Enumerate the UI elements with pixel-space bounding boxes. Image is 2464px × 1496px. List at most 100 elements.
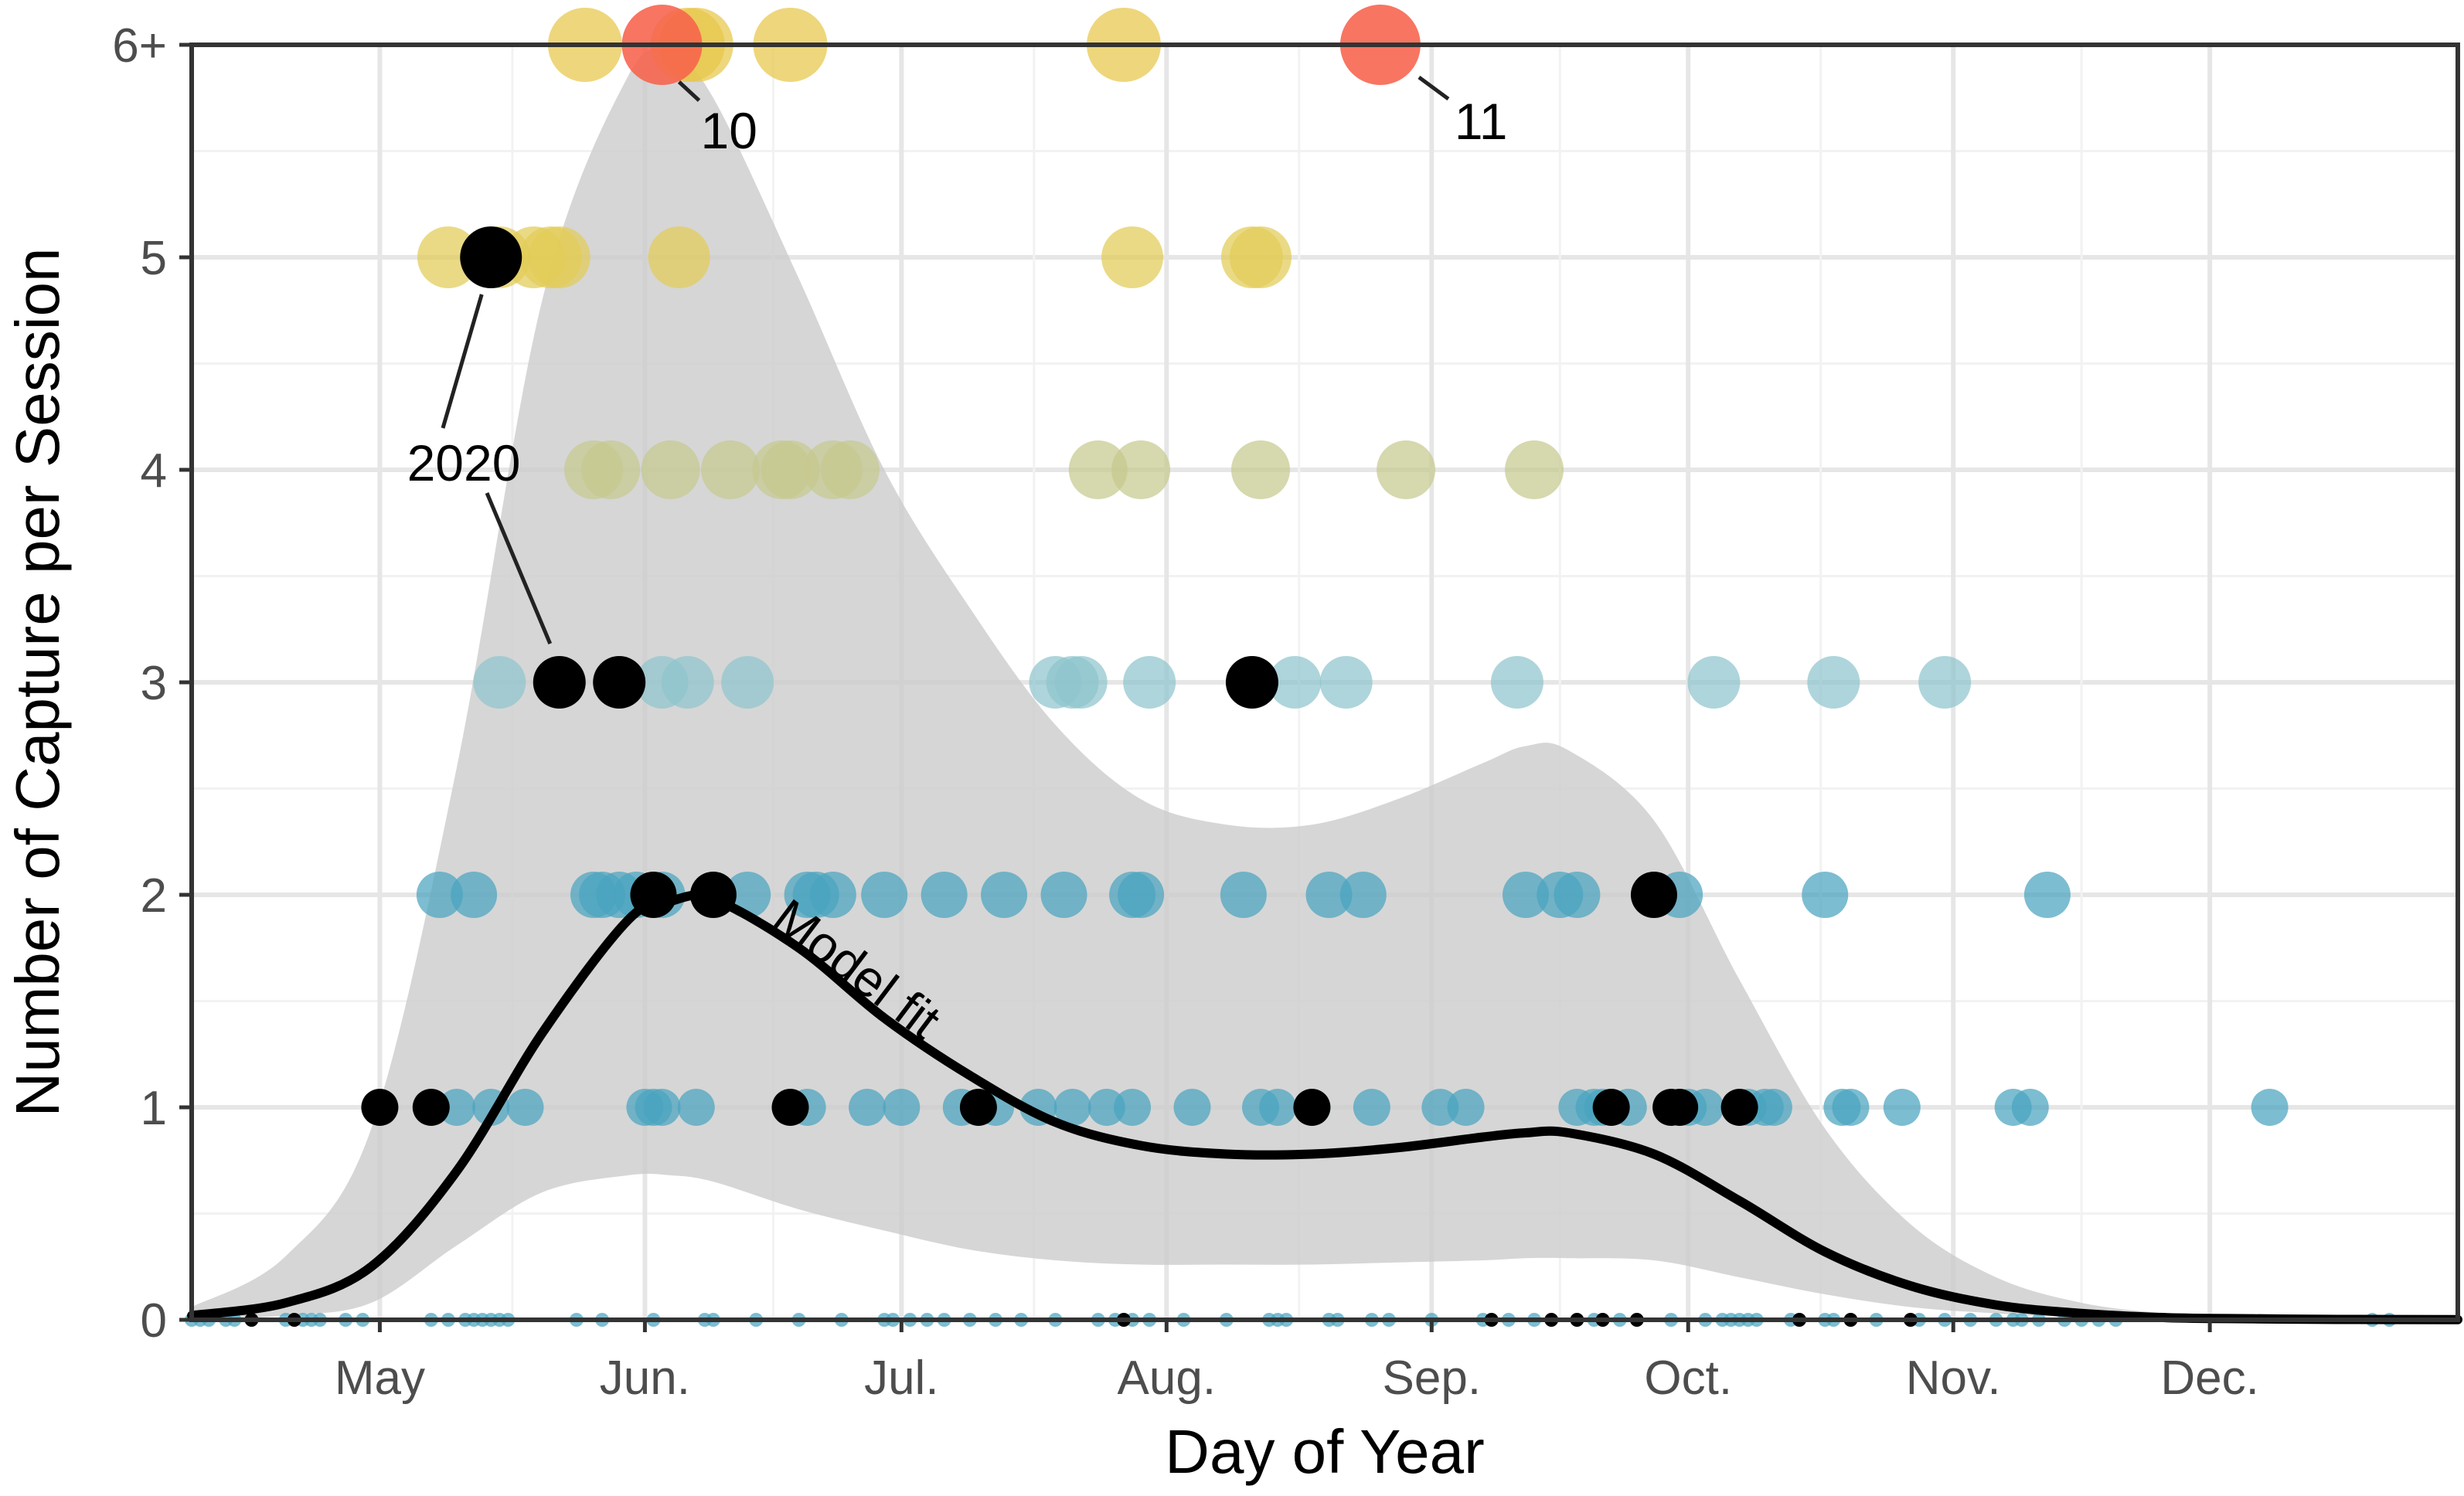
point (883, 1089, 921, 1126)
point (417, 226, 479, 288)
point-2020 (593, 656, 646, 709)
point (1053, 1089, 1091, 1126)
point (1305, 872, 1353, 918)
point (1503, 872, 1550, 918)
annotation-leader (441, 294, 484, 429)
annotation-leader (1417, 75, 1450, 101)
point (1087, 1089, 1125, 1126)
point (1353, 1089, 1390, 1126)
point (1754, 1089, 1792, 1126)
point (921, 872, 968, 918)
point (1123, 656, 1176, 709)
point (643, 1089, 681, 1126)
point-2020 (412, 1089, 450, 1126)
y-tick-label: 3 (141, 657, 167, 710)
point-2020 (1661, 1089, 1699, 1126)
y-tick-label: 1 (141, 1082, 167, 1135)
point-2020 (533, 656, 586, 709)
point (1802, 872, 1849, 918)
point (473, 656, 526, 709)
annotation-leader (677, 80, 701, 102)
point (1339, 872, 1387, 918)
point-2020 (361, 1089, 399, 1126)
ribbon-area (192, 49, 2458, 1321)
point-2020 (1293, 1089, 1331, 1126)
point (1040, 872, 1087, 918)
point (861, 872, 908, 918)
point-2020 (1592, 1089, 1630, 1126)
point (677, 1089, 715, 1126)
point (641, 440, 700, 499)
x-tick-label: Sep. (1383, 1352, 1482, 1405)
x-tick-label: Oct. (1644, 1352, 1732, 1405)
point (581, 440, 641, 499)
point (1377, 440, 1436, 499)
annotation-2020-label: 2020 (407, 434, 521, 491)
point (451, 872, 498, 918)
point (1883, 1089, 1921, 1126)
point (1259, 1089, 1297, 1126)
annotation-11-label: 11 (1455, 93, 1508, 150)
x-axis-title: Day of Year (1165, 1417, 1485, 1486)
point (1490, 656, 1543, 709)
point (1918, 656, 1972, 709)
point (1054, 656, 1108, 709)
point (1447, 1089, 1485, 1126)
point (1118, 872, 1165, 918)
point (2011, 1089, 2049, 1126)
annotation-10-label: 10 (701, 102, 757, 159)
point (1807, 656, 1860, 709)
point (849, 1089, 887, 1126)
point (1421, 1089, 1459, 1126)
point (416, 872, 463, 918)
y-tick-label: 6+ (112, 19, 167, 73)
point-2020 (1630, 872, 1677, 918)
point (809, 872, 856, 918)
point (721, 656, 774, 709)
point (2023, 872, 2071, 918)
x-tick-label: Aug. (1118, 1352, 1217, 1405)
point (1114, 1089, 1152, 1126)
y-tick-label: 5 (141, 232, 167, 285)
point (1319, 656, 1373, 709)
annotation-leader (485, 492, 553, 644)
point (1505, 440, 1564, 499)
point (1687, 656, 1741, 709)
point (1101, 226, 1164, 288)
point (2251, 1089, 2289, 1126)
point (1220, 872, 1267, 918)
x-tick-label: Jul. (864, 1352, 938, 1405)
model-fit-line (187, 890, 2462, 1324)
y-axis-title: Number of Capture per Session (3, 248, 72, 1117)
point (761, 440, 820, 499)
point-2020 (460, 226, 522, 288)
point-2020 (1720, 1089, 1758, 1126)
y-axis-ticks: 0 1 2 3 4 5 6+ (112, 19, 192, 1348)
point (661, 656, 714, 709)
point (1068, 440, 1128, 499)
point (701, 440, 761, 499)
x-tick-label: Jun. (600, 1352, 690, 1405)
y-tick-label: 4 (141, 444, 167, 498)
point-2020 (959, 1089, 997, 1126)
point (1554, 872, 1601, 918)
x-axis-ticks: May Jun. Jul. Aug. Sep. Oct. Nov. Dec. (335, 1320, 2259, 1405)
point (648, 226, 710, 288)
point (437, 1089, 475, 1126)
point (506, 1089, 544, 1126)
confidence-ribbon (192, 49, 2458, 1321)
point (1231, 440, 1291, 499)
point (1111, 440, 1171, 499)
x-tick-label: May (335, 1352, 425, 1405)
y-tick-label: 2 (141, 869, 167, 923)
point-2020 (771, 1089, 809, 1126)
point (820, 440, 880, 499)
point (528, 226, 590, 288)
point (981, 872, 1028, 918)
point (1832, 1089, 1870, 1126)
x-tick-label: Nov. (1906, 1352, 2001, 1405)
point (1268, 656, 1322, 709)
model-fit-curve (187, 890, 2462, 1324)
y-tick-label: 0 (141, 1294, 167, 1348)
